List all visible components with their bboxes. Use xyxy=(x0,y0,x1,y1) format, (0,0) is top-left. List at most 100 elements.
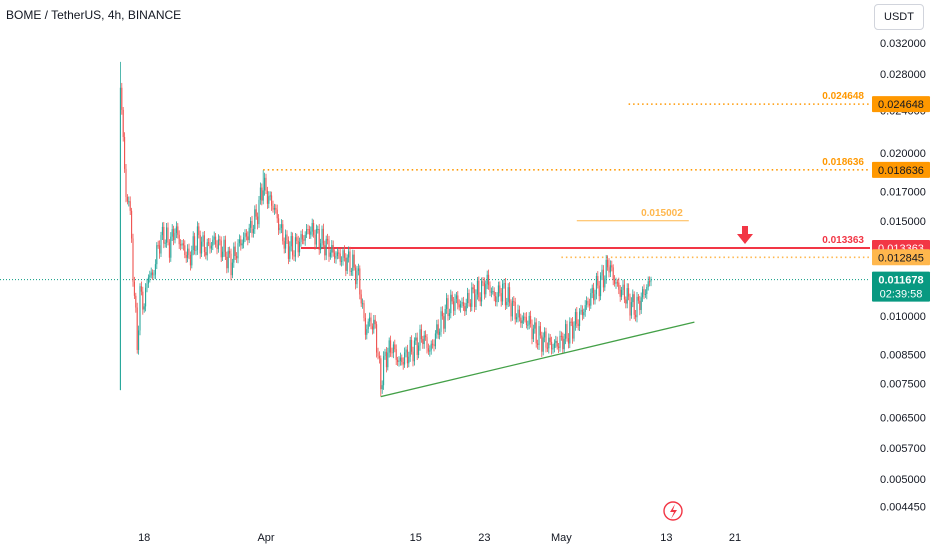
candle-body xyxy=(313,223,315,235)
candle-body xyxy=(472,287,474,290)
candle-body xyxy=(614,279,616,284)
candle-body xyxy=(608,267,610,273)
candle-body xyxy=(476,280,478,295)
candle-body xyxy=(237,243,239,259)
candle-body xyxy=(560,335,562,337)
candle-body xyxy=(296,237,298,241)
candle-body xyxy=(119,87,121,391)
candle-body xyxy=(628,288,630,297)
symbol-title: BOME / TetherUS, 4h, BINANCE xyxy=(6,8,182,22)
candle-body xyxy=(154,264,156,275)
candle-body xyxy=(150,272,152,276)
candle-body xyxy=(601,269,603,276)
candle-body xyxy=(518,309,520,318)
candle-body xyxy=(251,221,253,234)
candle-body xyxy=(334,252,336,259)
candle-body xyxy=(208,242,210,244)
candle-body xyxy=(223,239,225,252)
candle-body xyxy=(161,226,163,236)
candle-body xyxy=(489,285,491,293)
candle-body xyxy=(437,324,439,335)
candle-body xyxy=(219,239,221,241)
candle-body xyxy=(517,309,519,318)
candle-body xyxy=(423,335,425,345)
candle-body xyxy=(411,339,413,352)
candle-body xyxy=(462,301,464,307)
candle-body xyxy=(513,301,515,303)
candle-body xyxy=(409,339,411,357)
candle-body xyxy=(416,337,418,355)
candle-body xyxy=(496,297,498,303)
candle-body xyxy=(485,284,487,295)
candle-body xyxy=(432,343,434,345)
candle-body xyxy=(558,346,560,348)
candle-body xyxy=(593,287,595,301)
candle-body xyxy=(412,351,414,362)
candle-body xyxy=(406,349,408,364)
candle-body xyxy=(282,224,284,242)
level-label: 0.015002 xyxy=(641,208,683,219)
candle-body xyxy=(224,239,226,257)
candle-body xyxy=(611,265,613,268)
candle-body xyxy=(469,303,471,307)
candle-body xyxy=(370,317,372,327)
candle-body xyxy=(324,245,326,256)
candle-body xyxy=(446,298,448,310)
candle-body xyxy=(318,228,320,250)
candle-body xyxy=(346,257,348,271)
currency-button[interactable]: USDT xyxy=(874,4,924,30)
candle-body xyxy=(418,345,420,355)
candle-body xyxy=(644,294,646,296)
candle-body xyxy=(649,281,651,283)
candle-body xyxy=(497,285,499,298)
candle-body xyxy=(164,242,166,244)
candle-body xyxy=(478,280,480,298)
candle-body xyxy=(574,312,576,326)
candle-body xyxy=(647,281,649,288)
candle-body xyxy=(248,227,250,241)
candle-body xyxy=(384,351,386,357)
candle-body xyxy=(618,282,620,290)
candle-body xyxy=(320,243,322,250)
candle-body xyxy=(182,243,184,246)
candle-body xyxy=(258,199,260,225)
candle-body xyxy=(619,289,621,297)
support-trendline[interactable] xyxy=(380,321,695,398)
candle-body xyxy=(607,259,609,268)
candle-body xyxy=(467,292,469,304)
candle-body xyxy=(357,268,359,271)
candle-body xyxy=(537,343,539,345)
candle-body xyxy=(640,297,642,311)
candle-body xyxy=(595,276,597,295)
candle-body xyxy=(468,292,470,304)
candle-body xyxy=(443,316,445,329)
candle-body xyxy=(461,301,463,305)
candle-body xyxy=(633,294,635,315)
candle-body xyxy=(153,274,155,276)
candle-body xyxy=(308,229,310,235)
candle-body xyxy=(500,293,502,302)
candle-body xyxy=(321,228,323,244)
candle-body xyxy=(546,347,548,349)
candle-body xyxy=(420,329,422,340)
candle-body xyxy=(604,278,606,288)
candle-body xyxy=(217,239,219,250)
candle-body xyxy=(602,269,604,288)
candle-body xyxy=(499,285,501,294)
y-tick-label: 0.008500 xyxy=(880,349,926,361)
candle-body xyxy=(612,267,614,280)
candle-body xyxy=(408,356,410,364)
tradingview-logo-icon[interactable] xyxy=(663,501,683,521)
candle-body xyxy=(630,302,632,316)
candle-body xyxy=(553,342,555,349)
candle-body xyxy=(185,255,187,258)
candle-body xyxy=(425,335,427,338)
candle-body xyxy=(605,259,607,279)
candle-body xyxy=(307,228,309,230)
candle-body xyxy=(381,385,383,390)
candle-body xyxy=(355,267,357,285)
candle-body xyxy=(159,245,161,254)
candle-body xyxy=(304,234,306,241)
candle-body xyxy=(388,340,390,353)
